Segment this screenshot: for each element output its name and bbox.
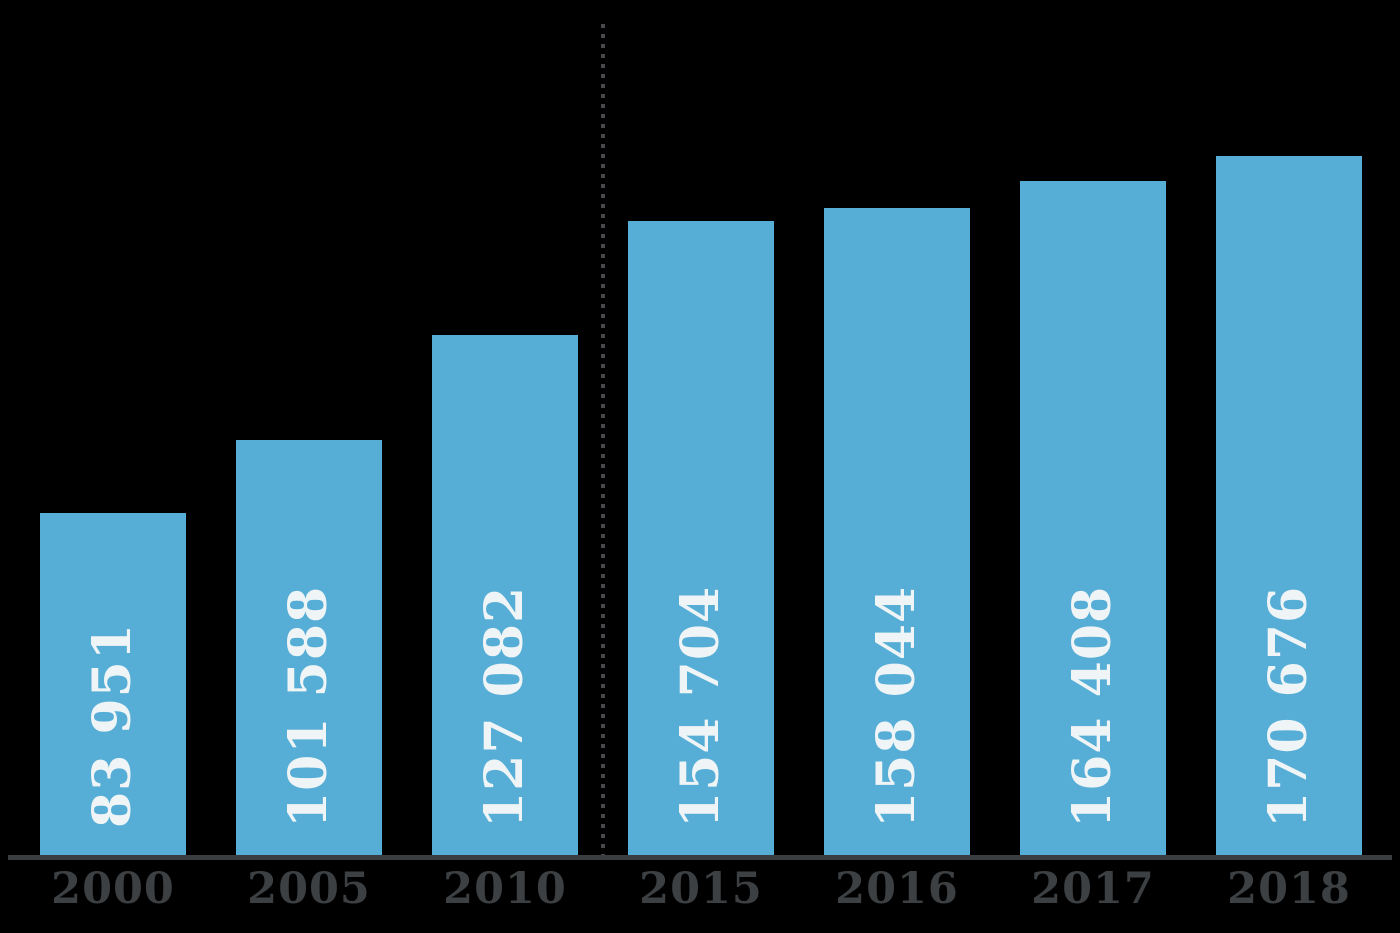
bar-value-label: 170 676	[1258, 585, 1319, 828]
bar-2016: 158 044	[824, 208, 970, 858]
bar-value-label: 101 588	[278, 585, 339, 828]
x-tick-label-2017: 2017	[1031, 864, 1155, 914]
bar-2010: 127 082	[432, 335, 578, 858]
bar-2017: 164 408	[1020, 181, 1166, 858]
dotted-separator-line	[601, 24, 605, 858]
bar-value-label: 127 082	[474, 585, 535, 828]
x-tick-label-2016: 2016	[835, 864, 959, 914]
bar-value-label: 158 044	[866, 585, 927, 828]
x-axis-line	[8, 855, 1392, 860]
bar-2018: 170 676	[1216, 156, 1362, 858]
bar-2000: 83 951	[40, 513, 186, 858]
x-tick-label-2000: 2000	[51, 864, 175, 914]
bar-2015: 154 704	[628, 221, 774, 858]
x-tick-label-2018: 2018	[1227, 864, 1351, 914]
bar-value-label: 164 408	[1062, 585, 1123, 828]
bar-2005: 101 588	[236, 440, 382, 858]
bar-value-label: 154 704	[670, 585, 731, 828]
bar-value-label: 83 951	[82, 622, 143, 828]
x-tick-label-2015: 2015	[639, 864, 763, 914]
x-tick-label-2010: 2010	[443, 864, 567, 914]
x-tick-label-2005: 2005	[247, 864, 371, 914]
